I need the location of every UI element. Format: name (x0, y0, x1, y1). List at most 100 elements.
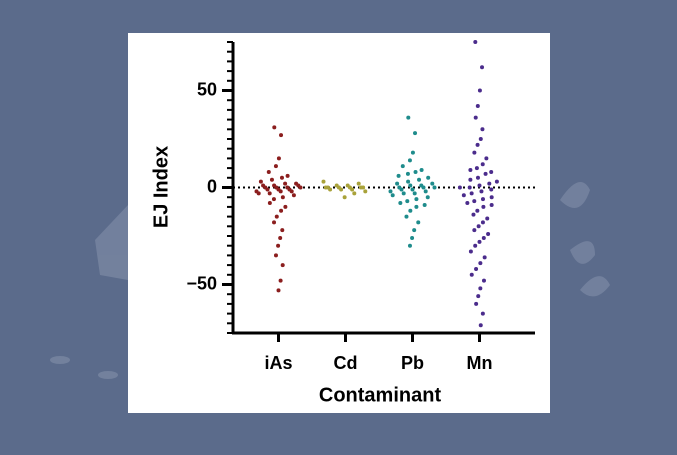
data-point (274, 214, 279, 219)
data-point (285, 173, 290, 178)
data-point (410, 187, 415, 192)
data-point (473, 40, 478, 44)
data-point (468, 177, 473, 182)
data-point (416, 220, 421, 225)
data-point (461, 193, 466, 198)
data-point (471, 212, 476, 217)
data-point (477, 239, 482, 244)
data-point (474, 266, 479, 271)
y-tick-label: 50 (197, 79, 217, 99)
data-point (472, 199, 477, 204)
data-point (276, 156, 281, 161)
data-point (419, 168, 424, 173)
data-point (489, 169, 494, 174)
data-point (405, 199, 410, 204)
data-point (395, 181, 400, 186)
data-point (478, 323, 483, 328)
data-point (467, 185, 472, 190)
panel (128, 33, 550, 413)
data-point (478, 137, 483, 141)
data-point (407, 158, 412, 163)
data-point (494, 179, 499, 184)
data-point (483, 171, 488, 176)
data-point (489, 202, 494, 207)
data-point (481, 204, 486, 209)
data-point (489, 187, 494, 192)
data-point (363, 189, 368, 194)
data-point (465, 201, 470, 206)
data-point (476, 224, 481, 229)
x-tick-label: Mn (467, 353, 493, 373)
data-point (480, 65, 485, 70)
data-point (486, 232, 491, 237)
y-axis-label: EJ Index (150, 146, 172, 228)
y-tick-label: 0 (207, 176, 217, 196)
data-point (278, 278, 283, 283)
data-point (298, 185, 303, 190)
data-point (477, 88, 482, 93)
data-point (469, 191, 474, 196)
data-point (350, 187, 355, 192)
data-point (425, 195, 430, 200)
data-point (478, 286, 483, 291)
x-tick-label: Pb (401, 353, 424, 373)
data-point (480, 220, 485, 225)
data-point (276, 243, 281, 248)
data-point (342, 195, 347, 200)
data-point (408, 208, 413, 213)
data-point (273, 253, 278, 258)
data-point (478, 261, 483, 266)
data-point (398, 201, 403, 206)
data-point (280, 195, 285, 200)
data-point (480, 162, 485, 167)
data-point (477, 183, 482, 188)
data-point (361, 185, 366, 190)
data-point (481, 278, 486, 283)
data-point (279, 175, 284, 180)
data-point (472, 150, 477, 155)
data-point (280, 263, 285, 268)
data-point (278, 235, 283, 240)
data-point (421, 185, 426, 190)
data-point (475, 175, 480, 180)
data-point (430, 181, 435, 186)
data-point (475, 208, 480, 213)
data-point (475, 104, 480, 109)
data-point (473, 243, 478, 248)
data-point (479, 189, 484, 194)
data-point (468, 168, 473, 173)
data-point (278, 189, 283, 194)
data-point (269, 177, 274, 182)
data-point (272, 125, 277, 130)
data-point (422, 202, 427, 207)
data-point (279, 133, 284, 138)
data-point (279, 208, 284, 213)
data-point (265, 187, 270, 192)
data-point (271, 197, 276, 202)
data-point (414, 197, 419, 202)
data-point (266, 169, 271, 174)
data-point (485, 216, 490, 221)
data-point (480, 311, 485, 316)
data-point (481, 235, 486, 240)
data-point (276, 288, 281, 293)
data-point (273, 164, 278, 169)
data-point (475, 142, 480, 147)
data-point (426, 175, 431, 180)
data-point (474, 301, 479, 306)
data-point (413, 131, 418, 136)
data-point (291, 193, 296, 198)
data-point (406, 115, 411, 120)
data-point (280, 228, 285, 233)
data-point (432, 185, 437, 190)
data-point (484, 156, 489, 161)
data-point (399, 187, 404, 192)
data-point (468, 249, 473, 254)
x-axis-label: Contaminant (319, 384, 442, 406)
data-point (408, 183, 413, 188)
data-point (473, 115, 478, 120)
data-point (414, 204, 419, 209)
data-point (410, 235, 415, 240)
data-point (457, 185, 462, 190)
